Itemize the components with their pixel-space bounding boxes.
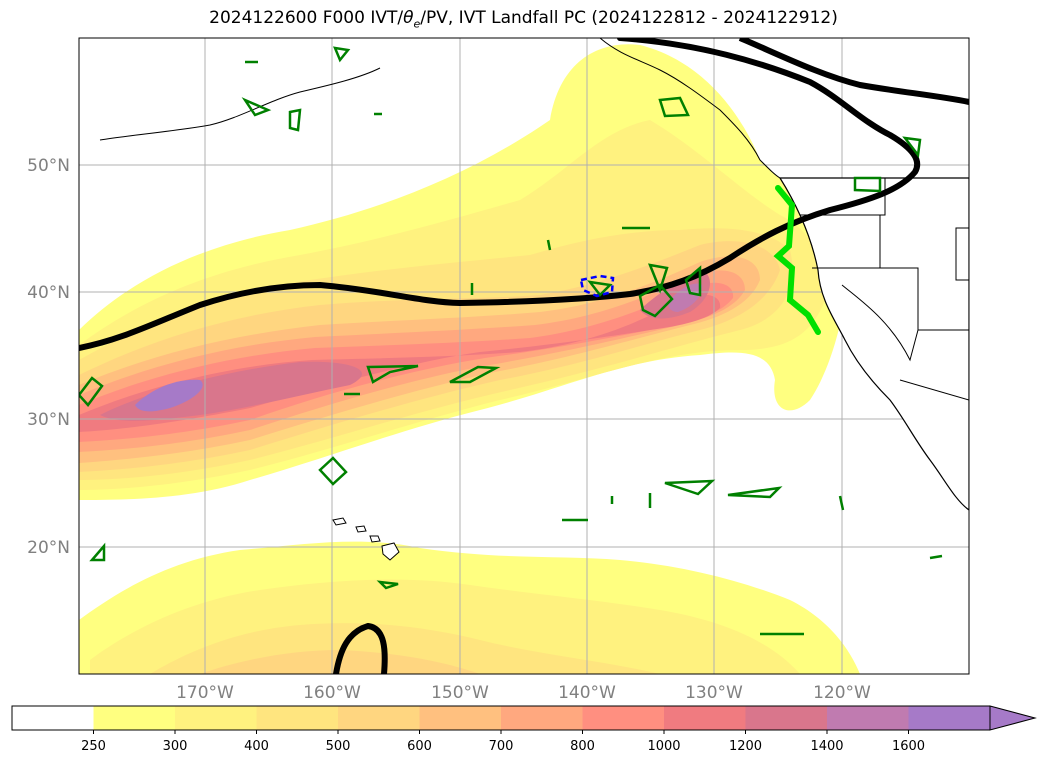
colorbar-swatch xyxy=(338,706,420,730)
colorbar-swatch xyxy=(256,706,339,730)
colorbar-swatch xyxy=(908,706,991,730)
colorbar-tick-label: 700 xyxy=(489,739,514,754)
ivt-1400-band xyxy=(135,379,203,412)
colorbar-tick-label: 1200 xyxy=(729,739,762,754)
colorbar-tick-label: 400 xyxy=(244,739,269,754)
colorbar-swatch xyxy=(175,706,257,730)
colorbar-swatch xyxy=(501,706,583,730)
colorbar-swatch xyxy=(12,706,94,730)
colorbar-tick-label: 1400 xyxy=(810,739,843,754)
colorbar-tick-label: 800 xyxy=(570,739,595,754)
colorbar-swatch xyxy=(419,706,502,730)
colorbar-tick-label: 300 xyxy=(163,739,188,754)
colorbar-tick-label: 1600 xyxy=(892,739,925,754)
lon-label-170w: 170°W xyxy=(176,683,234,703)
map-frame xyxy=(78,37,970,675)
colorbar-extend-arrow xyxy=(989,705,1037,731)
theta-e-contour-north xyxy=(738,38,969,105)
landfall-line xyxy=(773,185,821,335)
lat-label-50: 50°N xyxy=(27,156,70,176)
ivt-field xyxy=(79,38,969,674)
colorbar-tick-label: 1000 xyxy=(647,739,680,754)
alaska-coastline xyxy=(99,38,781,179)
colorbar-swatch xyxy=(745,706,828,730)
theta-e-contour-south xyxy=(333,622,388,674)
theta-e-contour xyxy=(79,38,921,351)
lon-label-140w: 140°W xyxy=(558,683,616,703)
lat-label-30: 30°N xyxy=(27,410,70,430)
ivt-1400-band-east xyxy=(668,283,703,312)
colorbar-tick-label: 600 xyxy=(407,739,432,754)
north-america-land xyxy=(778,177,969,511)
lon-label-150w: 150°W xyxy=(431,683,489,703)
lat-label-40: 40°N xyxy=(27,283,70,303)
colorbar-tick-label: 500 xyxy=(326,739,351,754)
graticule xyxy=(79,38,969,674)
colorbar-swatch xyxy=(582,706,665,730)
hawaii-islands xyxy=(332,517,400,561)
colorbar-tick-label: 250 xyxy=(81,739,106,754)
lon-label-120w: 120°W xyxy=(813,683,871,703)
map-title: 2024122600 F000 IVT/θe/PV, IVT Landfall … xyxy=(209,8,838,31)
pv-contours xyxy=(79,46,943,636)
lat-label-20: 20°N xyxy=(27,538,70,558)
colorbar-swatch xyxy=(93,706,176,730)
lon-label-130w: 130°W xyxy=(685,683,743,703)
colorbar-swatch xyxy=(827,706,909,730)
colorbar-swatch xyxy=(664,706,746,730)
colorbar: 250 300 400 500 600 700 800 1000 1200 1400 1600 xyxy=(11,705,1037,754)
lon-label-160w: 160°W xyxy=(303,683,361,703)
